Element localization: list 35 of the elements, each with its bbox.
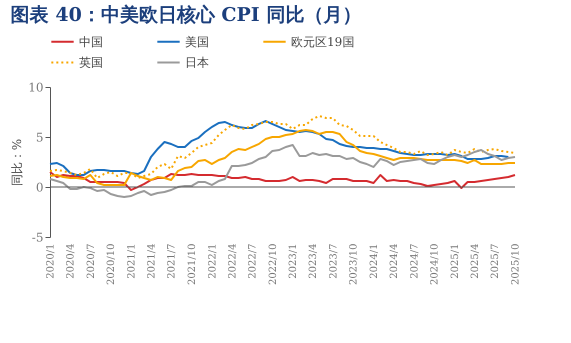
x-tick-label: 2022/1 [207,244,218,279]
y-tick-label: 0 [36,180,44,194]
chart-title: 图表 40：中美欧日核心 CPI 同比（月） [10,4,362,26]
legend-label: 日本 [185,56,209,70]
legend-label: 欧元区19国 [291,34,354,49]
y-axis-title: 同比：% [10,138,24,186]
x-tick-label: 2024/4 [389,244,400,279]
x-tick-label: 2021/1 [126,244,138,279]
x-tick-label: 2020/1 [46,244,56,279]
legend-label: 中国 [79,34,103,49]
x-tick-label: 2025/1 [450,244,462,279]
x-tick-label: 2024/1 [369,244,380,279]
x-tick-label: 2024/7 [409,244,420,279]
x-tick-label: 2021/7 [166,244,178,279]
y-tick-label: -5 [32,230,44,244]
x-tick-label: 2025/7 [490,244,502,279]
x-tick-label: 2025/4 [470,244,481,279]
x-tick-label: 2023/4 [308,244,320,279]
y-tick-label: 5 [36,130,44,144]
x-tick-label: 2022/10 [268,244,279,286]
x-tick-label: 2023/7 [328,244,340,279]
legend-label: 美国 [185,34,209,49]
x-tick-label: 2020/7 [86,244,97,279]
x-tick-label: 2020/10 [106,244,118,286]
x-tick-label: 2021/10 [186,244,198,286]
x-tick-label: 2023/1 [288,244,300,279]
x-tick-label: 2020/4 [66,244,77,279]
x-tick-label: 2024/10 [430,244,441,286]
x-tick-label: 2021/4 [146,244,158,279]
legend-label: 英国 [79,56,103,70]
x-tick-label: 2025/10 [510,244,522,286]
x-tick-label: 2023/10 [348,244,360,286]
x-tick-label: 2022/7 [247,244,258,279]
x-tick-label: 2022/4 [227,244,238,279]
y-tick-label: 10 [28,80,44,94]
